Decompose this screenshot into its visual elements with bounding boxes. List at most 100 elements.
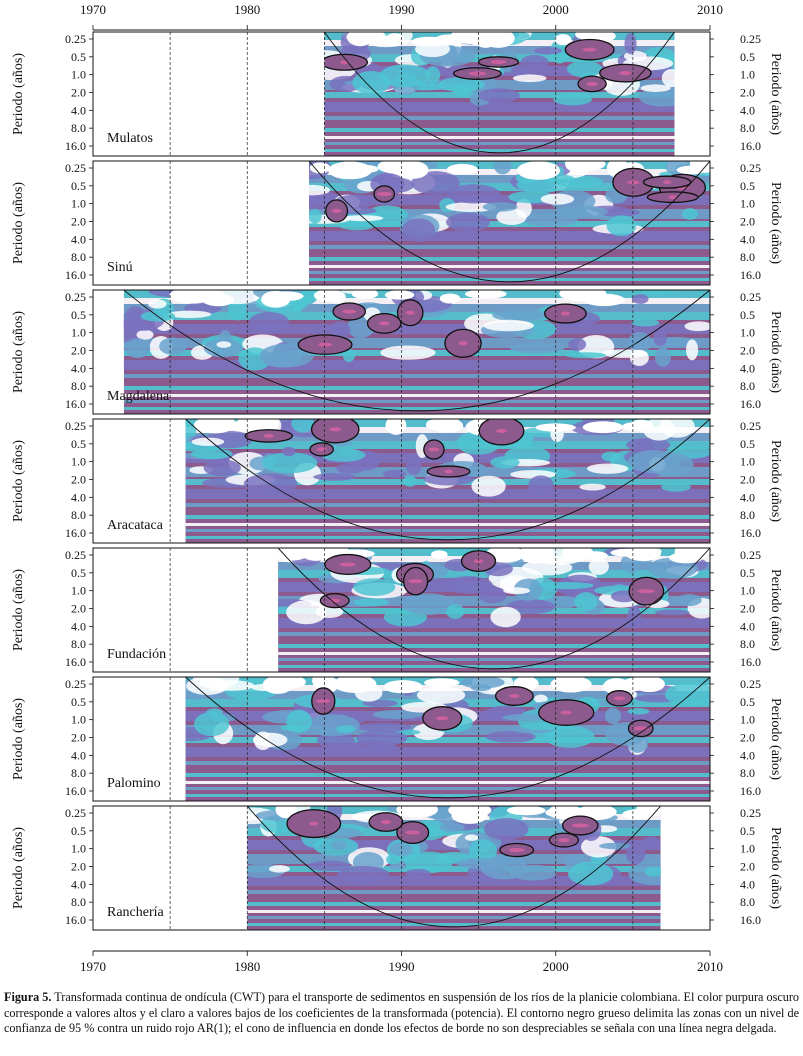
panel-rancheria: 0.25 0.25 0.5 0.5 1.0 1.0 2.0 2.0 4.0 4.0 8.0 8.0 16… bbox=[11, 805, 783, 931]
power-spectrum bbox=[278, 548, 710, 672]
y-tick-label-right: 0.5 bbox=[740, 566, 755, 580]
y-tick-label-left: 0.25 bbox=[65, 677, 86, 691]
y-tick-label-right: 16.0 bbox=[740, 655, 761, 669]
panel-name-label: Aracataca bbox=[107, 518, 164, 533]
y-tick-label-right: 8.0 bbox=[740, 766, 755, 780]
caption-label: Figura 5. bbox=[4, 990, 52, 1004]
y-tick-label-right: 1.0 bbox=[740, 455, 755, 469]
panel-frame bbox=[92, 547, 711, 673]
y-tick-label-right: 1.0 bbox=[740, 842, 755, 856]
y-axis-title-right: Periodo (años) bbox=[768, 569, 783, 651]
y-tick-label-right: 0.25 bbox=[740, 161, 761, 175]
y-tick-label-right: 1.0 bbox=[740, 68, 755, 82]
y-tick-label-left: 4.0 bbox=[71, 877, 86, 891]
y-tick-label-right: 0.5 bbox=[740, 437, 755, 451]
y-axis-title-left: Periodo (años) bbox=[11, 827, 26, 909]
panel-frame bbox=[92, 31, 711, 157]
y-tick-label-right: 4.0 bbox=[740, 232, 755, 246]
y-tick-label-right: 2.0 bbox=[740, 344, 755, 358]
panel-name-label: Magdalena bbox=[107, 389, 170, 404]
y-axis-title-right: Periodo (años) bbox=[768, 53, 783, 135]
y-tick-label-right: 4.0 bbox=[740, 490, 755, 504]
y-tick-label-left: 16.0 bbox=[65, 139, 86, 153]
y-tick-label-left: 0.25 bbox=[65, 290, 86, 304]
y-tick-label-left: 16.0 bbox=[65, 526, 86, 540]
y-tick-label-left: 1.0 bbox=[71, 842, 86, 856]
y-tick-label-left: 16.0 bbox=[65, 913, 86, 927]
y-tick-label-right: 2.0 bbox=[740, 731, 755, 745]
y-tick-label-right: 8.0 bbox=[740, 895, 755, 909]
y-tick-label-right: 0.5 bbox=[740, 308, 755, 322]
y-tick-label-right: 1.0 bbox=[740, 197, 755, 211]
power-spectrum bbox=[185, 677, 711, 801]
panel-frame bbox=[92, 418, 711, 544]
y-tick-label-right: 16.0 bbox=[740, 268, 761, 282]
panel-mulatos: 0.25 0.25 0.5 0.5 1.0 1.0 2.0 2.0 4.0 4.0 8.0 8.0 16… bbox=[11, 31, 783, 157]
y-tick-label-right: 2.0 bbox=[740, 86, 755, 100]
caption-text: Transformada continua de ondícula (CWT) … bbox=[4, 990, 799, 1036]
y-tick-label-left: 16.0 bbox=[65, 397, 86, 411]
y-tick-label-right: 0.25 bbox=[740, 290, 761, 304]
panel-name-label: Sinú bbox=[107, 260, 133, 275]
x-tick-label-top: 1970 bbox=[80, 2, 106, 17]
panel-name-label: Palomino bbox=[107, 776, 161, 791]
y-tick-label-left: 2.0 bbox=[71, 731, 86, 745]
y-axis-title-left: Periodo (años) bbox=[11, 182, 26, 264]
y-tick-label-right: 16.0 bbox=[740, 397, 761, 411]
y-tick-label-right: 8.0 bbox=[740, 121, 755, 135]
y-tick-label-right: 16.0 bbox=[740, 784, 761, 798]
y-tick-label-left: 8.0 bbox=[71, 508, 86, 522]
panel-frame bbox=[92, 160, 711, 286]
y-tick-label-right: 2.0 bbox=[740, 860, 755, 874]
panel-aracataca: 0.25 0.25 0.5 0.5 1.0 1.0 2.0 2.0 4.0 4.0 8.0 8.0 16… bbox=[11, 418, 783, 544]
panels-group: 0.25 0.25 0.5 0.5 1.0 1.0 2.0 2.0 4.0 4.0 8.0 8.0 16… bbox=[11, 31, 783, 931]
y-tick-label-right: 4.0 bbox=[740, 877, 755, 891]
y-tick-label-right: 16.0 bbox=[740, 913, 761, 927]
y-tick-label-left: 0.5 bbox=[71, 179, 86, 193]
y-tick-label-left: 0.25 bbox=[65, 548, 86, 562]
y-tick-label-left: 1.0 bbox=[71, 455, 86, 469]
panel-frame bbox=[92, 289, 711, 415]
y-tick-label-right: 4.0 bbox=[740, 103, 755, 117]
x-tick-label-bottom: 1970 bbox=[80, 959, 106, 974]
y-tick-label-right: 0.5 bbox=[740, 50, 755, 64]
panel-name-label: Mulatos bbox=[107, 131, 153, 146]
panel-frame bbox=[92, 676, 711, 802]
y-tick-label-left: 4.0 bbox=[71, 748, 86, 762]
y-tick-label-right: 8.0 bbox=[740, 637, 755, 651]
wavelet-figure: 0.25 0.25 0.5 0.5 1.0 1.0 2.0 2.0 4.0 4.0 8.0 8.0 16… bbox=[11, 2, 783, 974]
axes-group: 1970 1970 1980 1980 1990 1990 2000 2000 2010 2010 bbox=[80, 2, 723, 974]
figure-caption: Figura 5. Transformada continua de ondíc… bbox=[4, 990, 799, 1037]
y-tick-label-right: 8.0 bbox=[740, 508, 755, 522]
y-axis-title-left: Periodo (años) bbox=[11, 440, 26, 522]
y-tick-label-right: 1.0 bbox=[740, 326, 755, 340]
y-tick-label-left: 2.0 bbox=[71, 215, 86, 229]
y-axis-title-left: Periodo (años) bbox=[11, 569, 26, 651]
power-spectrum bbox=[308, 161, 710, 285]
y-tick-label-right: 16.0 bbox=[740, 526, 761, 540]
y-axis-title-left: Periodo (años) bbox=[11, 311, 26, 393]
y-tick-label-right: 0.25 bbox=[740, 419, 761, 433]
y-tick-label-left: 0.25 bbox=[65, 32, 86, 46]
y-tick-label-right: 8.0 bbox=[740, 379, 755, 393]
y-tick-label-left: 8.0 bbox=[71, 121, 86, 135]
y-tick-label-right: 0.25 bbox=[740, 32, 761, 46]
y-tick-label-left: 2.0 bbox=[71, 86, 86, 100]
y-tick-label-left: 1.0 bbox=[71, 713, 86, 727]
y-tick-label-right: 16.0 bbox=[740, 139, 761, 153]
y-tick-label-left: 1.0 bbox=[71, 68, 86, 82]
x-tick-label-top: 1990 bbox=[389, 2, 415, 17]
y-tick-label-right: 0.5 bbox=[740, 824, 755, 838]
panel-frame bbox=[92, 805, 711, 931]
y-tick-label-left: 2.0 bbox=[71, 860, 86, 874]
power-spectrum bbox=[247, 806, 661, 930]
y-tick-label-right: 8.0 bbox=[740, 250, 755, 264]
y-tick-label-left: 16.0 bbox=[65, 268, 86, 282]
x-tick-label-top: 2010 bbox=[697, 2, 723, 17]
y-tick-label-left: 8.0 bbox=[71, 895, 86, 909]
y-tick-label-right: 4.0 bbox=[740, 748, 755, 762]
y-tick-label-left: 4.0 bbox=[71, 619, 86, 633]
x-tick-label-top: 1980 bbox=[234, 2, 260, 17]
power-spectrum bbox=[185, 419, 711, 543]
panel-sinu: 0.25 0.25 0.5 0.5 1.0 1.0 2.0 2.0 4.0 4.0 8.0 8.0 16… bbox=[11, 160, 783, 286]
